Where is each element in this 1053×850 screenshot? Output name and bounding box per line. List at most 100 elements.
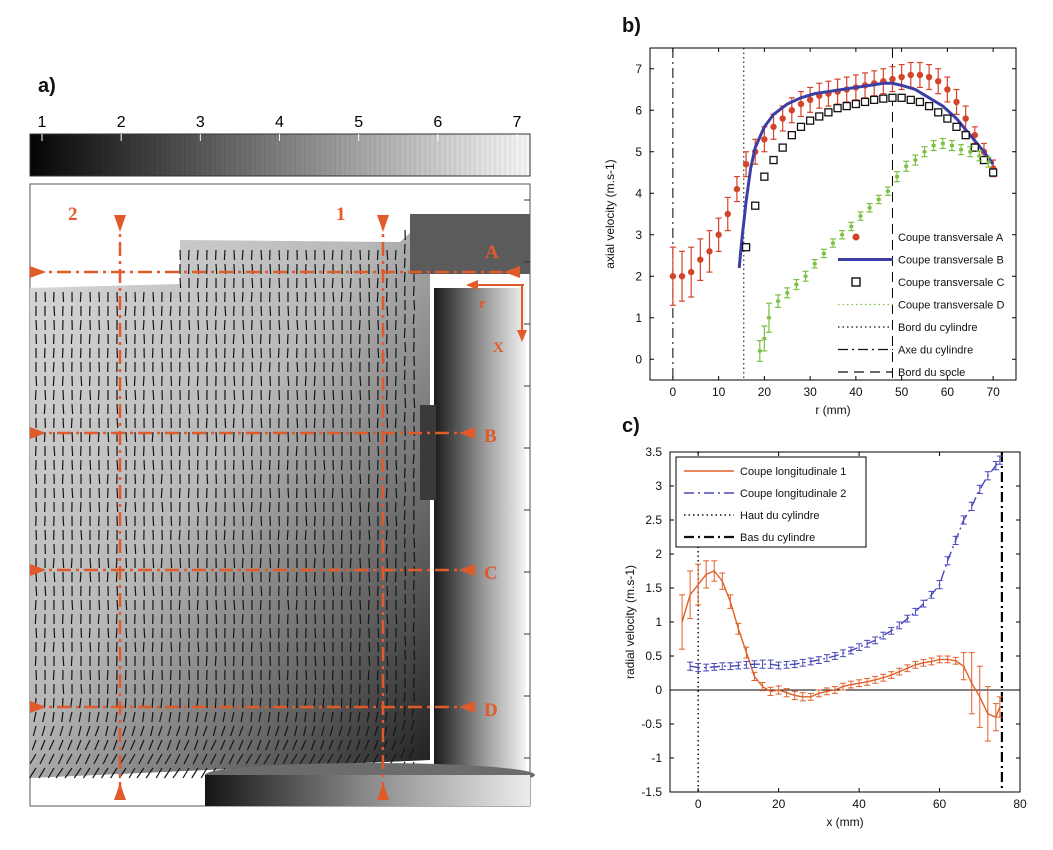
vector-arrow	[414, 398, 415, 408]
vector-arrow	[108, 432, 109, 442]
vector-arrow	[315, 446, 316, 456]
vector-arrow	[117, 488, 118, 498]
data-point	[789, 107, 795, 113]
vector-arrow	[342, 474, 343, 484]
vector-arrow	[324, 460, 325, 470]
vector-arrow	[224, 530, 225, 540]
x-tick-label: 80	[1013, 797, 1027, 811]
vector-arrow	[71, 656, 72, 666]
vector-arrow	[234, 600, 235, 610]
vector-arrow	[296, 530, 297, 540]
vector-arrow	[171, 572, 172, 582]
vector-arrow	[260, 614, 261, 624]
vector-arrow	[234, 390, 235, 400]
vector-arrow	[224, 516, 225, 526]
vector-arrow	[171, 446, 172, 456]
vector-arrow	[324, 642, 325, 652]
colorbar-tick-label: 3	[196, 114, 205, 131]
vector-arrow	[215, 306, 216, 316]
vector-arrow	[161, 334, 162, 344]
vector-arrow	[386, 544, 387, 554]
x-tick-label: 60	[933, 797, 947, 811]
data-point	[895, 175, 899, 178]
vector-arrow	[63, 558, 64, 568]
data-point	[770, 124, 776, 130]
x-tick-label: 60	[941, 385, 955, 399]
vector-arrow	[314, 362, 315, 372]
panel-b-label: b)	[622, 15, 641, 37]
vector-arrow	[35, 656, 36, 666]
vector-arrow	[351, 502, 352, 512]
data-point	[706, 248, 712, 254]
vector-arrow	[117, 502, 118, 512]
vector-arrow	[153, 446, 154, 456]
vector-arrow	[288, 600, 289, 610]
vector-arrow	[180, 292, 181, 302]
vector-arrow	[126, 376, 127, 386]
vector-arrow	[360, 390, 361, 400]
vector-arrow	[243, 334, 244, 344]
vector-arrow	[98, 390, 99, 400]
vector-arrow	[63, 292, 64, 302]
vector-arrow	[269, 362, 270, 372]
vector-arrow	[252, 586, 253, 596]
vector-arrow	[188, 684, 189, 694]
data-point	[990, 169, 997, 176]
vector-arrow	[189, 348, 190, 358]
vector-arrow	[369, 572, 370, 582]
vector-arrow	[99, 600, 100, 610]
y-tick-label: 0	[635, 352, 642, 366]
vector-arrow	[351, 390, 352, 400]
vector-arrow	[152, 670, 153, 680]
vector-arrow	[98, 614, 99, 624]
legend-label: Haut du cylindre	[740, 510, 820, 522]
vector-arrow	[252, 348, 253, 358]
vector-arrow	[233, 628, 234, 638]
vector-arrow	[314, 558, 315, 568]
vector-arrow	[108, 320, 109, 330]
y-tick-label: 1	[635, 311, 642, 325]
vector-arrow	[342, 502, 343, 512]
vector-arrow	[378, 642, 379, 652]
vector-arrow	[387, 306, 388, 316]
longitudinal-label-1: 1	[336, 204, 346, 225]
section-label-c: C	[484, 563, 498, 584]
vector-arrow	[333, 586, 334, 596]
vector-arrow	[332, 362, 333, 372]
vector-arrow	[216, 264, 217, 274]
vector-arrow	[62, 474, 63, 484]
vector-arrow	[197, 572, 198, 582]
vector-arrow	[405, 566, 406, 576]
data-point	[743, 161, 749, 167]
vector-arrow	[360, 250, 361, 260]
vector-arrow	[242, 432, 243, 442]
vector-arrow	[405, 398, 406, 408]
vector-arrow	[89, 334, 90, 344]
cylinder-notch	[420, 405, 436, 500]
vector-arrow	[404, 356, 405, 366]
legend-label: Axe du cylindre	[898, 345, 973, 357]
vector-arrow	[377, 474, 378, 484]
vector-arrow	[80, 572, 81, 582]
vector-arrow	[171, 516, 172, 526]
vector-arrow	[216, 614, 217, 624]
vector-arrow	[333, 390, 334, 400]
vector-arrow	[261, 376, 262, 386]
vector-arrow	[189, 656, 190, 666]
vector-arrow	[36, 320, 37, 330]
vector-arrow	[116, 614, 117, 624]
vector-arrow	[53, 670, 54, 680]
vector-arrow	[261, 516, 262, 526]
data-point	[932, 144, 936, 147]
vector-arrow	[296, 600, 297, 610]
vector-arrow	[53, 376, 54, 386]
vector-arrow	[224, 362, 225, 372]
vector-arrow	[252, 684, 253, 694]
vector-arrow	[251, 516, 252, 526]
vector-arrow	[153, 558, 154, 568]
vector-arrow	[360, 600, 361, 610]
vector-arrow	[279, 320, 280, 330]
x-tick-label: 20	[772, 797, 786, 811]
